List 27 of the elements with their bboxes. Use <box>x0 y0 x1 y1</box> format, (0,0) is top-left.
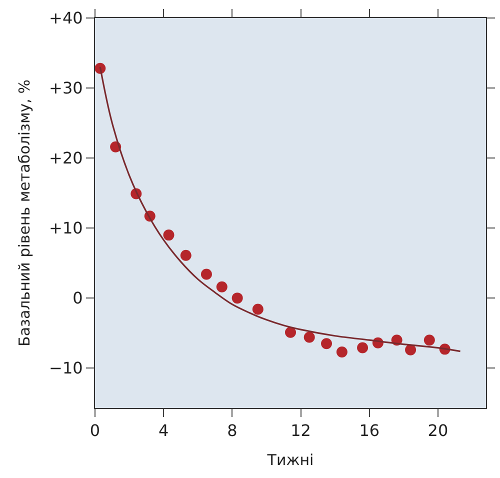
x-tick-label: 12 <box>290 421 311 440</box>
point <box>216 281 228 292</box>
y-tick-label: +10 <box>49 218 83 238</box>
point <box>336 346 348 358</box>
x-tick-label: 4 <box>158 421 169 440</box>
y-tick-label: +20 <box>49 148 83 168</box>
x-tick-label: 16 <box>359 421 380 440</box>
point <box>405 344 416 356</box>
point <box>200 268 212 280</box>
x-axis-title: Тижні <box>266 451 314 470</box>
y-axis-title: Базальний рівень метаболізму, % <box>15 80 34 346</box>
point <box>304 332 315 343</box>
point <box>321 338 332 350</box>
point <box>163 230 174 241</box>
point <box>180 250 192 261</box>
point <box>357 342 368 354</box>
point <box>252 304 264 315</box>
y-tick-label: 0 <box>72 288 83 308</box>
x-tick-label: 20 <box>428 421 448 440</box>
y-tick-label: −10 <box>49 358 83 378</box>
point <box>232 292 243 304</box>
point <box>285 326 296 338</box>
y-tick-label: +40 <box>49 8 83 28</box>
point <box>424 334 435 346</box>
y-tick-label: +30 <box>49 78 83 98</box>
x-tick-label: 8 <box>227 421 238 440</box>
x-tick-label: 0 <box>90 421 100 440</box>
